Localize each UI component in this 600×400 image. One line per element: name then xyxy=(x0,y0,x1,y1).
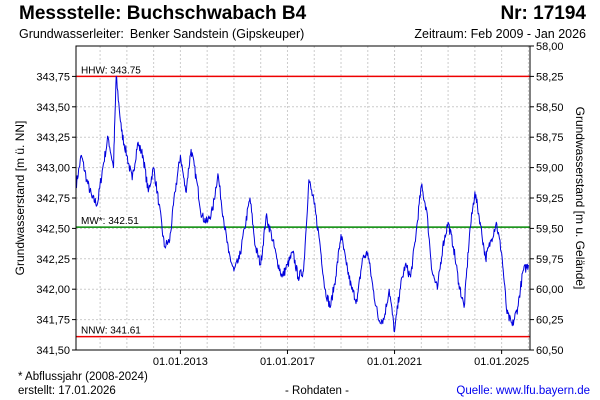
x-tick-label: 01.01.2017 xyxy=(260,356,315,368)
y2-tick-label: 60,25 xyxy=(536,315,564,327)
y2-axis-title: Grundwasserstand [m u. Gelände] xyxy=(573,107,587,290)
station-title: Messstelle: Buchschwabach B4 xyxy=(19,3,307,24)
y-tick-label: 343,75 xyxy=(36,71,70,83)
x-tick-label: 01.01.2025 xyxy=(474,356,529,368)
mw-line-label-bg xyxy=(79,215,149,227)
plot-area xyxy=(76,46,530,350)
created-date: erstellt: 17.01.2026 xyxy=(18,385,116,397)
nnw-line-label: NNW: 341.61 xyxy=(81,326,141,337)
y2-tick-label: 58,75 xyxy=(536,132,564,144)
aquifer-label: Grundwasserleiter: xyxy=(19,27,124,41)
y-tick-label: 342,50 xyxy=(36,223,70,235)
y-tick-label: 343,50 xyxy=(36,102,70,114)
y2-tick-label: 58,00 xyxy=(536,41,564,53)
y-axis-title: Grundwasserstand [m ü. NN] xyxy=(13,121,27,276)
y2-tick-label: 58,25 xyxy=(536,71,564,83)
hhw-line-label: HHW: 343.75 xyxy=(81,65,141,76)
y-tick-label: 342,00 xyxy=(36,284,70,296)
hhw-line-label-bg xyxy=(79,64,149,76)
source-link[interactable]: Quelle: www.lfu.bayern.de xyxy=(456,385,590,397)
y2-tick-label: 59,25 xyxy=(536,193,564,205)
y2-tick-label: 60,50 xyxy=(536,345,564,357)
y-tick-label: 342,75 xyxy=(36,193,70,205)
nnw-line-label-bg xyxy=(79,324,149,336)
station-number: Nr: 17194 xyxy=(500,3,586,24)
aquifer-info: Grundwasserleiter: Benker Sandstein (Gips… xyxy=(19,27,304,41)
period-label: Zeitraum: Feb 2009 - Jan 2026 xyxy=(414,27,586,41)
x-tick-label: 01.01.2013 xyxy=(153,356,208,368)
x-tick-label: 01.01.2021 xyxy=(367,356,422,368)
y-tick-label: 343,00 xyxy=(36,163,70,175)
groundwater-series-line xyxy=(75,75,529,333)
y2-tick-label: 58,50 xyxy=(536,102,564,114)
mw-line-label: MW*: 342.51 xyxy=(81,216,139,227)
y-tick-label: 342,25 xyxy=(36,254,70,266)
y2-tick-label: 59,50 xyxy=(536,223,564,235)
y2-tick-label: 60,00 xyxy=(536,284,564,296)
y2-tick-label: 59,75 xyxy=(536,254,564,266)
y2-tick-label: 59,00 xyxy=(536,163,564,175)
y-tick-label: 341,75 xyxy=(36,315,70,327)
y-tick-label: 341,50 xyxy=(36,345,70,357)
y-tick-label: 343,25 xyxy=(36,132,70,144)
rawdata-label: - Rohdaten - xyxy=(285,385,349,397)
aquifer-value: Benker Sandstein (Gipskeuper) xyxy=(129,27,305,41)
footnote-abflussjahr: * Abflussjahr (2008-2024) xyxy=(18,371,148,383)
